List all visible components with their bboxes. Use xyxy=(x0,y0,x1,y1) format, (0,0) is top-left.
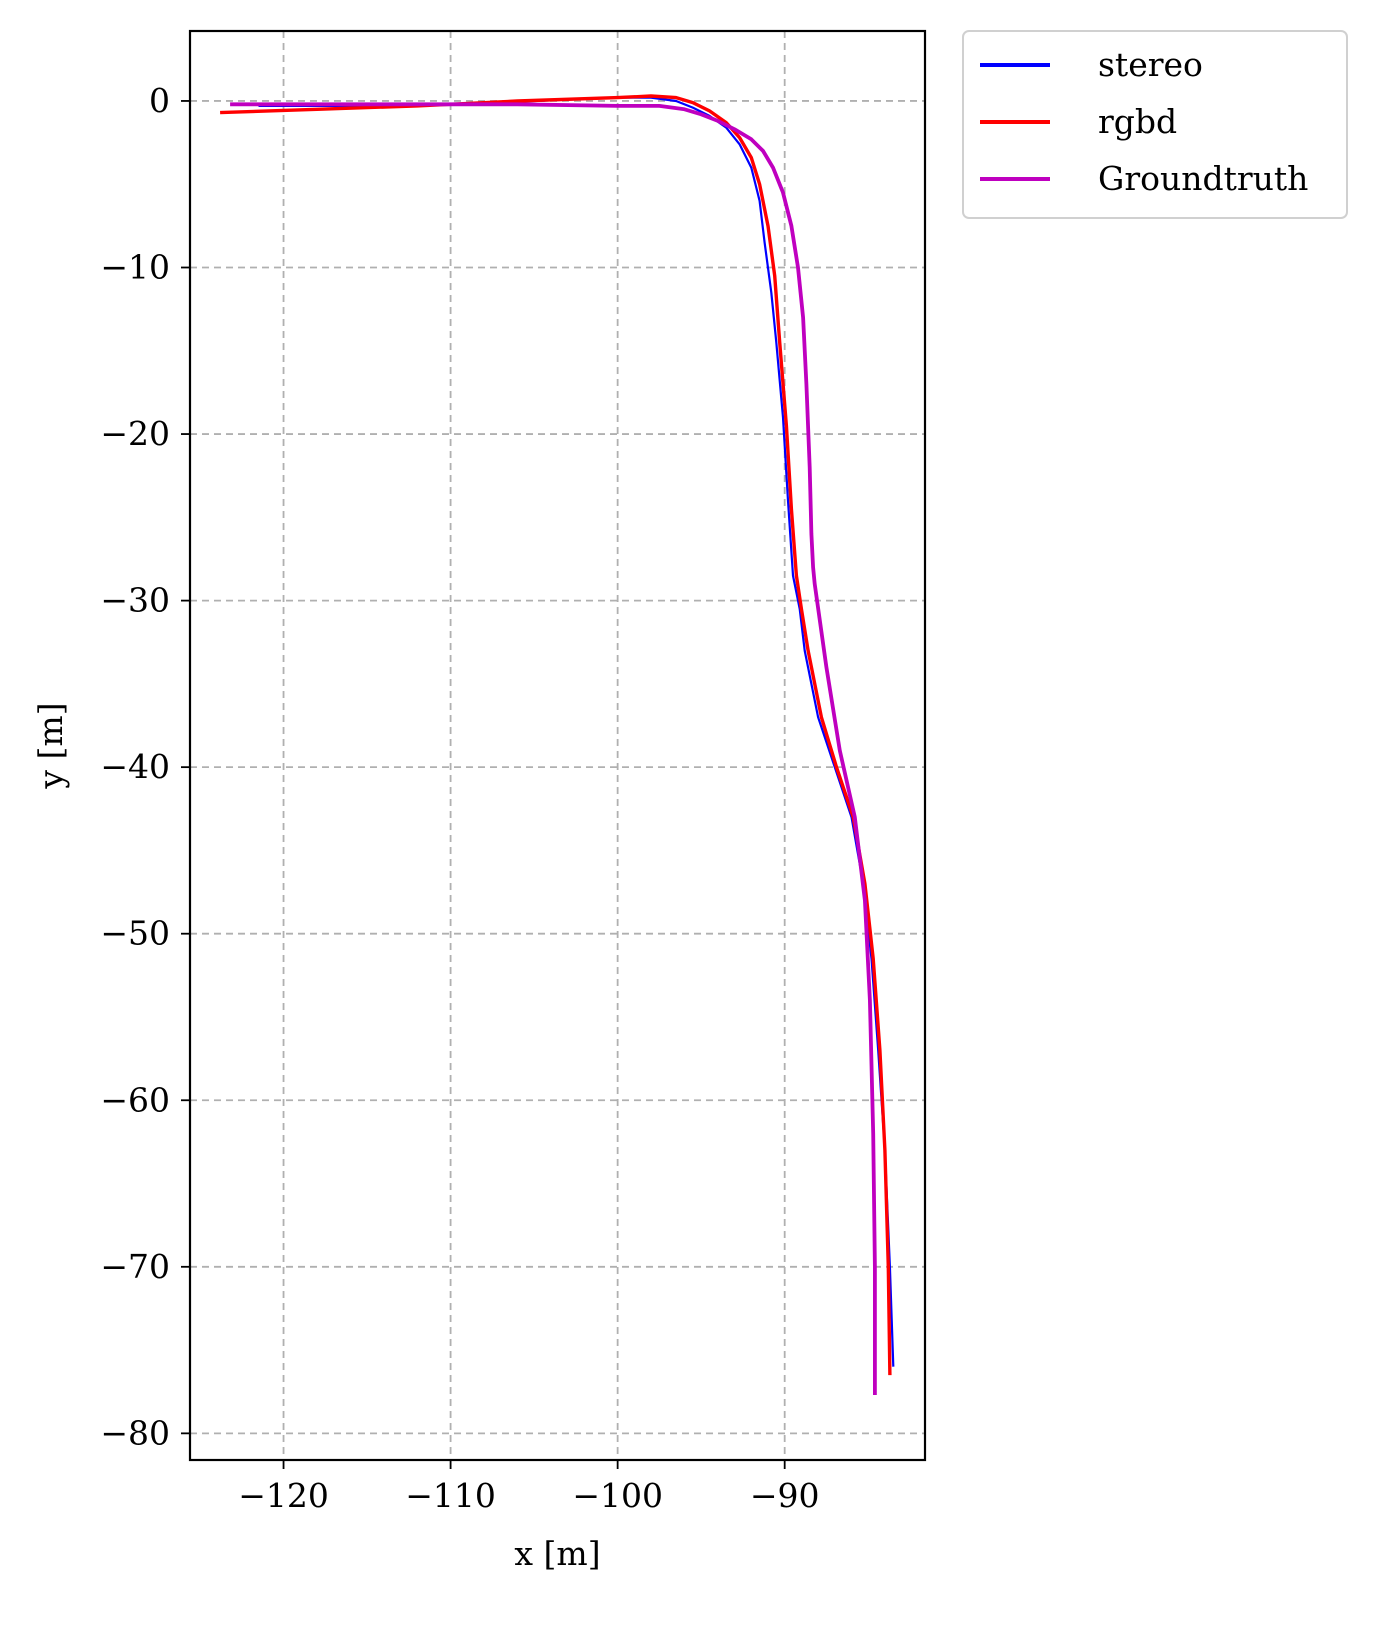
series-layer xyxy=(220,94,895,1395)
y-tick-label: −30 xyxy=(100,581,170,620)
x-axis-label: x [m] xyxy=(514,1534,600,1573)
x-tick-label: −120 xyxy=(238,1476,329,1515)
series-line-rgbd xyxy=(220,94,892,1376)
y-axis-label: y [m] xyxy=(31,702,70,789)
plot-area-frame xyxy=(188,29,927,1462)
legend-label-stereo: stereo xyxy=(1098,45,1203,84)
y-tick-label: −80 xyxy=(100,1413,170,1452)
y-tick-label: −70 xyxy=(100,1247,170,1286)
tick-layer: −120 −110 −100 −90 0 −10 −20 −30 −40 −50 −60 −70 −80 xyxy=(100,81,819,1515)
y-tick-label: −40 xyxy=(100,747,170,786)
x-tick-label: −110 xyxy=(405,1476,496,1515)
grid-layer xyxy=(190,31,925,1460)
y-tick-label: −50 xyxy=(100,914,170,953)
y-tick-label: −10 xyxy=(100,248,170,287)
series-line-groundtruth xyxy=(230,102,877,1395)
legend-label-rgbd: rgbd xyxy=(1098,102,1177,141)
x-tick-label: −90 xyxy=(750,1476,820,1515)
y-tick-label: −60 xyxy=(100,1080,170,1119)
x-tick-label: −100 xyxy=(572,1476,663,1515)
y-tick-label: 0 xyxy=(149,81,170,120)
legend-label-groundtruth: Groundtruth xyxy=(1098,159,1308,198)
legend: stereo rgbd Groundtruth xyxy=(962,30,1348,219)
series-line-stereo xyxy=(258,96,895,1367)
y-tick-label: −20 xyxy=(100,414,170,453)
legend-box xyxy=(962,30,1348,219)
